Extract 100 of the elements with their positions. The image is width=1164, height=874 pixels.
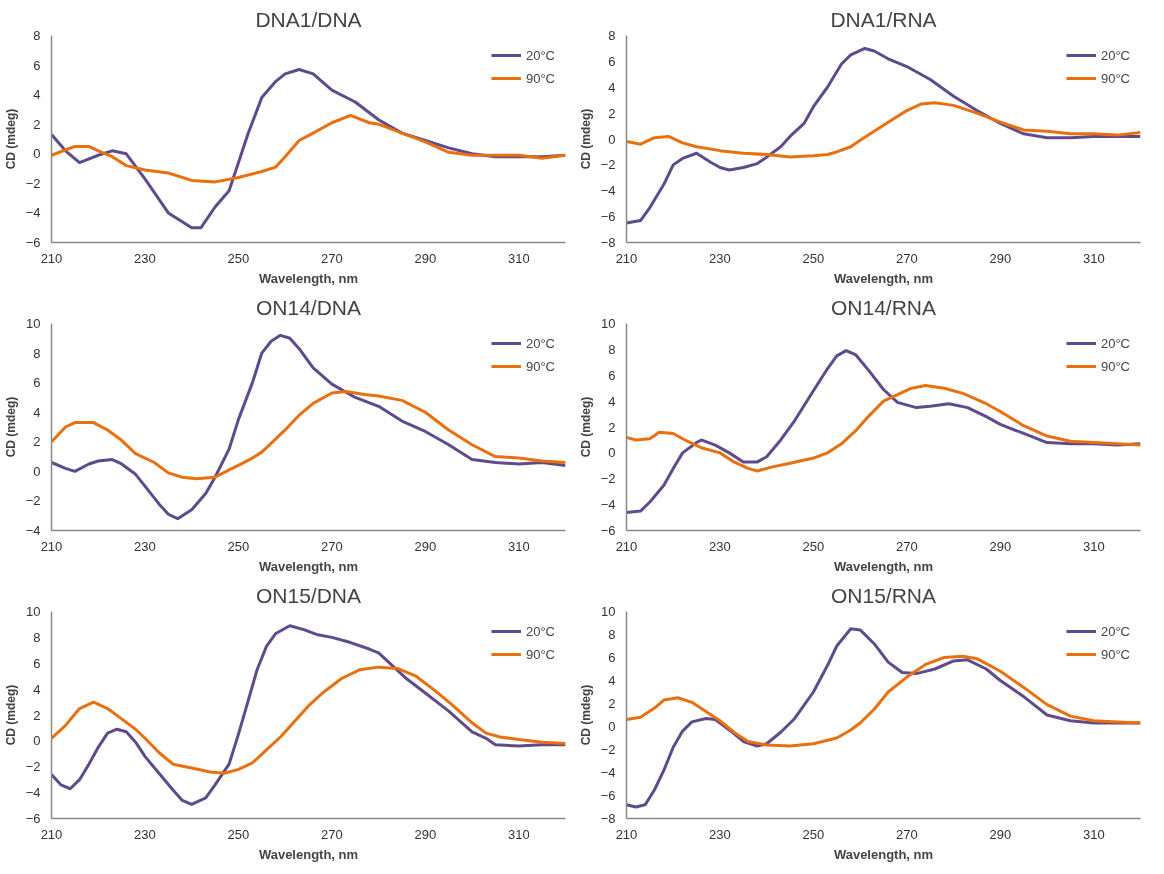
x-tick-label: 210 <box>40 538 63 554</box>
x-tick-label: 210 <box>40 250 63 266</box>
y-tick-label: 8 <box>608 28 616 43</box>
y-tick-label: 4 <box>33 681 41 697</box>
x-axis-title: Wavelength, nm <box>833 846 934 862</box>
x-tick-label: 310 <box>507 538 530 554</box>
y-axis-title: CD (mdeg) <box>3 108 18 170</box>
x-tick-label: 250 <box>802 250 825 266</box>
y-tick-label: 0 <box>33 733 41 749</box>
x-tick-label: 250 <box>802 538 825 554</box>
x-axis-title: Wavelength, nm <box>258 270 359 286</box>
y-tick-label: 0 <box>33 463 41 479</box>
y-tick-label: 6 <box>608 53 616 69</box>
y-tick-label: 8 <box>608 627 616 642</box>
chart-title: DNA1/RNA <box>830 7 937 31</box>
y-tick-label: 0 <box>608 445 616 461</box>
y-tick-label: 4 <box>33 404 41 420</box>
y-tick-label: −4 <box>25 523 41 538</box>
x-tick-label: 250 <box>227 826 250 842</box>
y-axis-title: CD (mdeg) <box>578 684 593 746</box>
line-series <box>51 390 566 481</box>
legend-label: 90°C <box>1100 70 1130 86</box>
x-tick-label: 230 <box>134 250 156 266</box>
y-axis-title: CD (mdeg) <box>578 108 593 170</box>
legend-label: 90°C <box>1100 358 1130 374</box>
y-tick-label: −6 <box>600 523 616 538</box>
x-tick-label: 290 <box>414 538 437 554</box>
y-tick-label: 2 <box>33 434 41 450</box>
y-tick-label: 10 <box>26 316 41 331</box>
y-tick-label: 4 <box>608 393 616 409</box>
x-tick-label: 270 <box>896 538 918 554</box>
x-tick-label: 310 <box>507 826 530 842</box>
x-tick-label: 290 <box>414 250 437 266</box>
line-series <box>51 333 566 521</box>
chart-title: ON15/DNA <box>255 583 362 607</box>
legend-label: 90°C <box>525 646 555 662</box>
y-tick-label: 2 <box>608 419 616 435</box>
legend-label: 90°C <box>525 358 555 374</box>
x-tick-label: 230 <box>709 250 731 266</box>
y-tick-label: −6 <box>25 235 41 250</box>
y-tick-label: 4 <box>608 79 616 95</box>
x-tick-label: 230 <box>134 538 156 554</box>
x-tick-label: 210 <box>40 826 63 842</box>
y-axis-title: CD (mdeg) <box>3 684 18 746</box>
y-tick-label: −6 <box>25 811 41 826</box>
line-series <box>626 46 1141 225</box>
line-series <box>626 627 1141 809</box>
line-series <box>626 349 1141 514</box>
legend-label: 20°C <box>1100 623 1130 639</box>
line-series <box>51 113 566 184</box>
x-tick-label: 270 <box>321 538 343 554</box>
legend-label: 90°C <box>525 70 555 86</box>
y-tick-label: −2 <box>600 742 616 757</box>
x-axis-title: Wavelength, nm <box>258 846 359 862</box>
y-tick-label: 10 <box>26 604 41 619</box>
legend-label: 20°C <box>1100 47 1130 63</box>
x-tick-label: 310 <box>1082 250 1105 266</box>
y-tick-label: 6 <box>33 655 41 671</box>
y-tick-label: 2 <box>608 696 616 711</box>
y-tick-label: −6 <box>600 209 616 225</box>
x-tick-label: 270 <box>321 250 343 266</box>
y-tick-label: 8 <box>33 629 41 645</box>
y-tick-label: 4 <box>33 87 41 103</box>
x-tick-label: 310 <box>507 250 530 266</box>
x-tick-label: 310 <box>1082 538 1105 554</box>
legend-label: 90°C <box>1100 646 1130 662</box>
y-tick-label: −6 <box>600 788 616 803</box>
legend-label: 20°C <box>525 623 555 639</box>
y-tick-label: −2 <box>600 157 616 173</box>
y-tick-label: 6 <box>608 367 616 383</box>
x-tick-label: 270 <box>896 250 918 266</box>
y-tick-label: 0 <box>608 719 616 734</box>
line-series <box>51 624 566 806</box>
chart-title: ON14/DNA <box>255 295 362 319</box>
y-tick-label: 2 <box>608 105 616 121</box>
x-tick-label: 210 <box>615 538 638 554</box>
x-axis-title: Wavelength, nm <box>258 558 359 574</box>
chart-title: ON14/RNA <box>830 295 937 319</box>
y-tick-label: 8 <box>608 341 616 357</box>
chart-title: DNA1/DNA <box>255 7 362 31</box>
x-tick-label: 290 <box>414 826 437 842</box>
y-tick-label: 8 <box>33 345 41 361</box>
y-tick-label: −2 <box>25 759 41 775</box>
x-tick-label: 230 <box>709 538 731 554</box>
y-tick-label: −4 <box>600 183 616 199</box>
x-tick-label: 250 <box>227 250 250 266</box>
y-tick-label: 2 <box>33 116 41 132</box>
y-tick-label: 2 <box>33 707 41 723</box>
y-tick-label: 6 <box>33 375 41 391</box>
y-axis-title: CD (mdeg) <box>578 396 593 458</box>
y-tick-label: 8 <box>33 28 41 43</box>
x-axis-title: Wavelength, nm <box>833 558 934 574</box>
x-axis-title: Wavelength, nm <box>833 270 934 286</box>
x-tick-label: 250 <box>802 826 825 842</box>
y-tick-label: −2 <box>25 175 41 191</box>
y-tick-label: 10 <box>601 316 616 331</box>
y-tick-label: −4 <box>25 205 41 221</box>
x-tick-label: 230 <box>134 826 156 842</box>
line-series <box>626 384 1141 473</box>
y-tick-label: 4 <box>608 673 616 688</box>
